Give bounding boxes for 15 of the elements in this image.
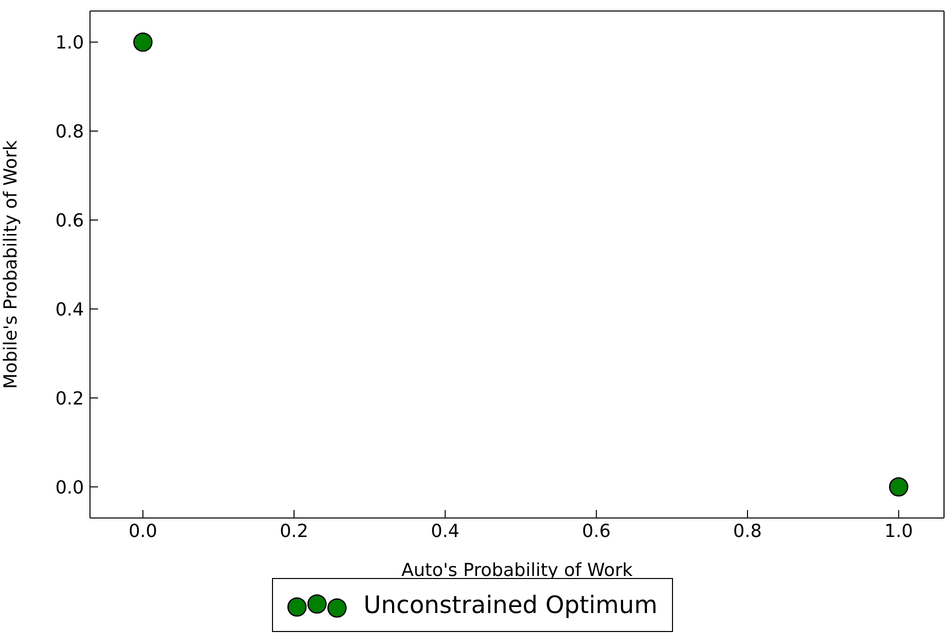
y-tick-label: 0.6	[55, 210, 84, 232]
y-tick-label: 0.4	[55, 299, 84, 320]
x-tick-label: 0.4	[430, 520, 460, 542]
y-tick-label: 0.8	[55, 121, 84, 142]
x-tick-label: 0.6	[582, 520, 611, 542]
y-axis-title: Mobile's Probability of Work	[0, 140, 22, 389]
y-tick-label: 1.0	[55, 32, 84, 54]
y-tick-label: 0.2	[55, 388, 84, 410]
y-tick-label: 0.0	[55, 477, 84, 498]
x-tick-label: 0.8	[733, 520, 762, 542]
x-tick-label: 0.0	[128, 520, 158, 542]
x-axis-title: Auto's Probability of Work	[401, 560, 634, 581]
x-tick-label: 1.0	[884, 520, 913, 542]
legend-label: Unconstrained Optimum	[363, 591, 658, 619]
x-tick-label: 0.2	[280, 520, 308, 542]
